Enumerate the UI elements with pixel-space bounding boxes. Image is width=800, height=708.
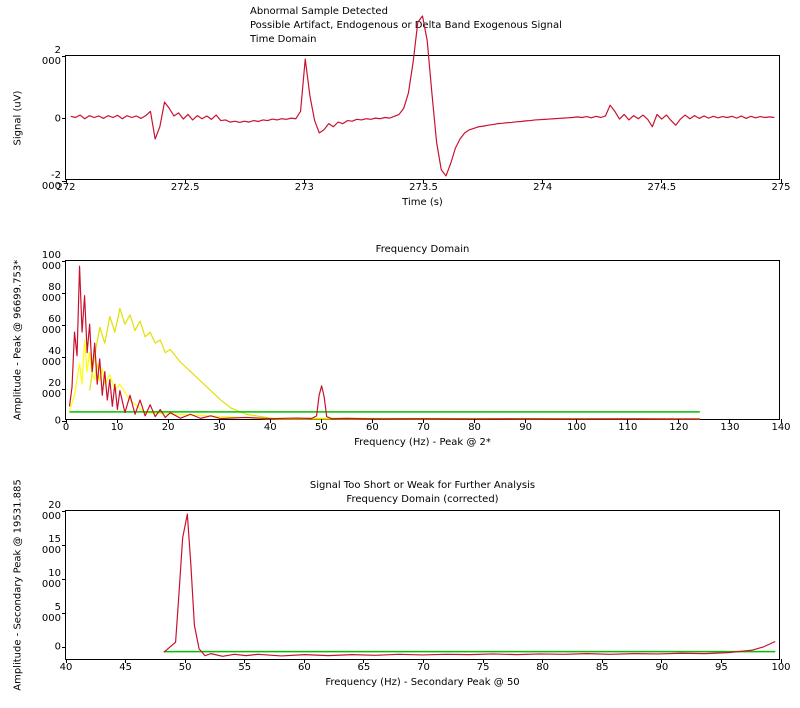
ytick-label: 20 000 [42, 378, 61, 400]
chart1-xlabel: Time (s) [402, 197, 443, 208]
xtick-label: 0 [63, 422, 69, 433]
ytick-label: 20 000 [42, 500, 61, 522]
xtick-label: 110 [618, 422, 637, 433]
xtick-label: 40 [264, 422, 277, 433]
xtick-label: 274.5 [648, 182, 677, 193]
xtick-label: 90 [655, 662, 668, 673]
chart2-ylabel: Amplitude - Peak @ 96699.753* [13, 260, 24, 420]
chart-time-domain-plot [66, 56, 779, 179]
ytick-label: 60 000 [42, 314, 61, 336]
chart2-xlabel: Frequency (Hz) - Peak @ 2* [354, 437, 491, 448]
ytick-label: -2 000 [42, 170, 61, 192]
xtick-label: 75 [477, 662, 490, 673]
xtick-label: 45 [119, 662, 132, 673]
xtick-label: 272.5 [171, 182, 200, 193]
chart-time-domain: Time (s) Signal (uV) 272272.5273273.5274… [65, 55, 780, 180]
xtick-label: 90 [519, 422, 532, 433]
xtick-label: 273 [295, 182, 314, 193]
xtick-label: 100 [771, 662, 790, 673]
xtick-label: 85 [596, 662, 609, 673]
ytick-label: 0 [55, 416, 61, 427]
xtick-label: 20 [162, 422, 175, 433]
ytick-label: 15 000 [42, 534, 61, 556]
chart-frequency-corrected-plot [66, 511, 779, 659]
xtick-label: 274 [533, 182, 552, 193]
chart-frequency-corrected: Frequency (Hz) - Secondary Peak @ 50 Amp… [65, 510, 780, 660]
xtick-label: 55 [238, 662, 251, 673]
chart3-title-line-1: Signal Too Short or Weak for Further Ana… [310, 480, 535, 491]
xtick-label: 70 [417, 662, 430, 673]
figure-title-line-1: Abnormal Sample Detected [250, 6, 388, 17]
xtick-label: 140 [771, 422, 790, 433]
chart3-title-line-2: Frequency Domain (corrected) [346, 494, 498, 505]
xtick-label: 10 [111, 422, 124, 433]
xtick-label: 50 [179, 662, 192, 673]
xtick-label: 273.5 [409, 182, 438, 193]
xtick-label: 120 [669, 422, 688, 433]
chart-frequency-domain-plot [66, 261, 779, 419]
ytick-label: 0 [55, 642, 61, 653]
xtick-label: 130 [720, 422, 739, 433]
xtick-label: 80 [536, 662, 549, 673]
xtick-label: 275 [771, 182, 790, 193]
ytick-label: 0 [55, 113, 61, 124]
chart1-ylabel: Signal (uV) [13, 90, 24, 145]
xtick-label: 65 [358, 662, 371, 673]
xtick-label: 100 [567, 422, 586, 433]
chart3-ylabel: Amplitude - Secondary Peak @ 19531.885 [13, 479, 24, 691]
xtick-label: 60 [298, 662, 311, 673]
xtick-label: 70 [417, 422, 430, 433]
ytick-label: 80 000 [42, 282, 61, 304]
figure-title-line-3: Time Domain [250, 34, 316, 45]
chart3-xlabel: Frequency (Hz) - Secondary Peak @ 50 [325, 677, 519, 688]
xtick-label: 30 [213, 422, 226, 433]
chart2-title: Frequency Domain [376, 244, 470, 255]
xtick-label: 50 [315, 422, 328, 433]
ytick-label: 2 000 [42, 45, 61, 67]
figure-title-line-2: Possible Artifact, Endogenous or Delta B… [250, 20, 562, 31]
ytick-label: 40 000 [42, 346, 61, 368]
chart-frequency-domain: Frequency (Hz) - Peak @ 2* Amplitude - P… [65, 260, 780, 420]
ytick-label: 5 000 [42, 602, 61, 624]
xtick-label: 80 [468, 422, 481, 433]
xtick-label: 40 [60, 662, 73, 673]
ytick-label: 100 000 [42, 250, 61, 272]
figure: Abnormal Sample Detected Possible Artifa… [0, 0, 800, 708]
ytick-label: 10 000 [42, 568, 61, 590]
xtick-label: 60 [366, 422, 379, 433]
xtick-label: 95 [715, 662, 728, 673]
